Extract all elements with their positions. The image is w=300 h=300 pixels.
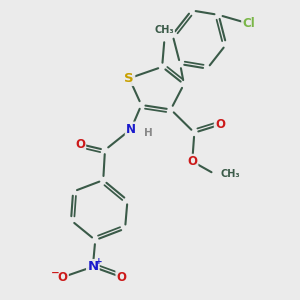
Text: O: O bbox=[58, 271, 68, 284]
Text: Cl: Cl bbox=[242, 17, 255, 30]
Text: H: H bbox=[144, 128, 153, 138]
Text: O: O bbox=[117, 271, 127, 284]
Text: O: O bbox=[75, 138, 85, 151]
Text: N: N bbox=[126, 123, 136, 136]
Text: +: + bbox=[95, 257, 103, 266]
Text: S: S bbox=[124, 72, 134, 85]
Text: CH₃: CH₃ bbox=[220, 169, 240, 179]
Text: N: N bbox=[87, 260, 98, 273]
Text: −: − bbox=[51, 268, 59, 278]
Text: O: O bbox=[187, 155, 197, 168]
Text: O: O bbox=[215, 118, 225, 131]
Text: CH₃: CH₃ bbox=[155, 25, 174, 35]
